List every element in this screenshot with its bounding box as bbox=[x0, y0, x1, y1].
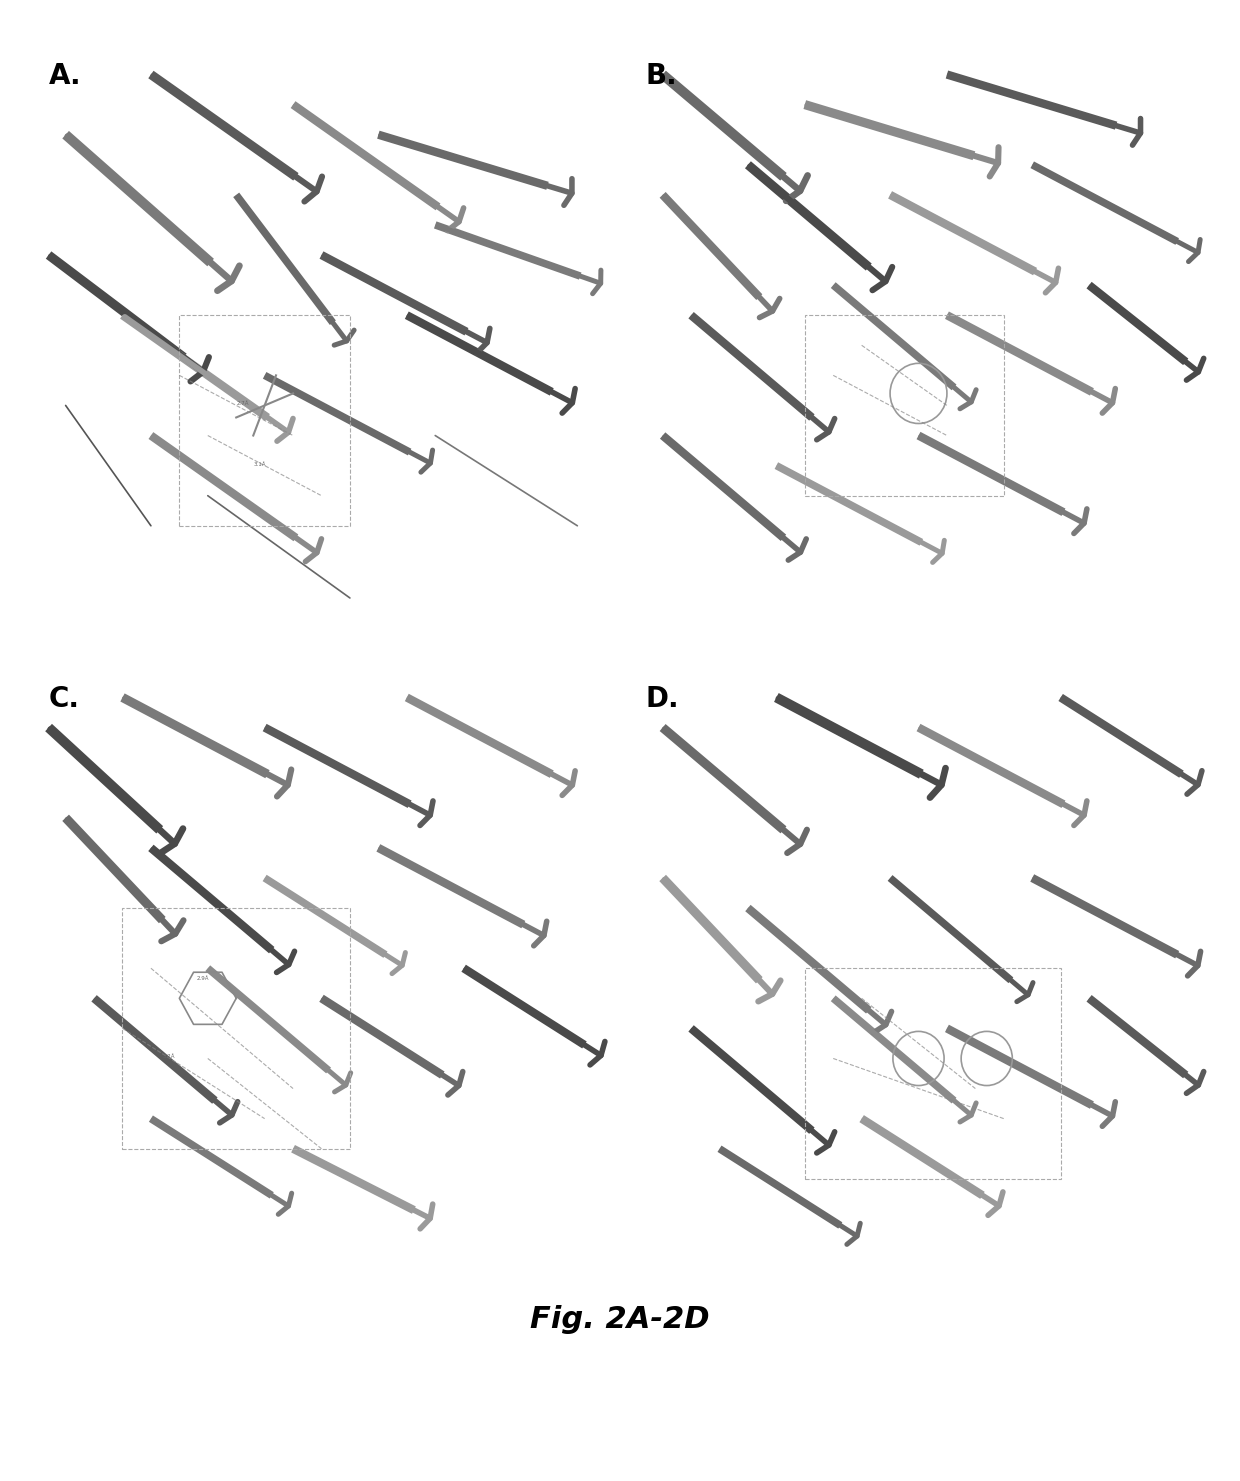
Text: B.: B. bbox=[646, 62, 677, 90]
Text: D.: D. bbox=[646, 686, 680, 714]
Text: C.: C. bbox=[48, 686, 79, 714]
Text: A.: A. bbox=[48, 62, 81, 90]
Text: Fig. 2A-2D: Fig. 2A-2D bbox=[531, 1305, 709, 1334]
Text: 3.1Å: 3.1Å bbox=[253, 462, 265, 467]
Text: 2.7Å: 2.7Å bbox=[236, 401, 249, 406]
Text: 2.9Å: 2.9Å bbox=[196, 976, 208, 982]
Text: 3.2Å: 3.2Å bbox=[162, 1054, 175, 1059]
